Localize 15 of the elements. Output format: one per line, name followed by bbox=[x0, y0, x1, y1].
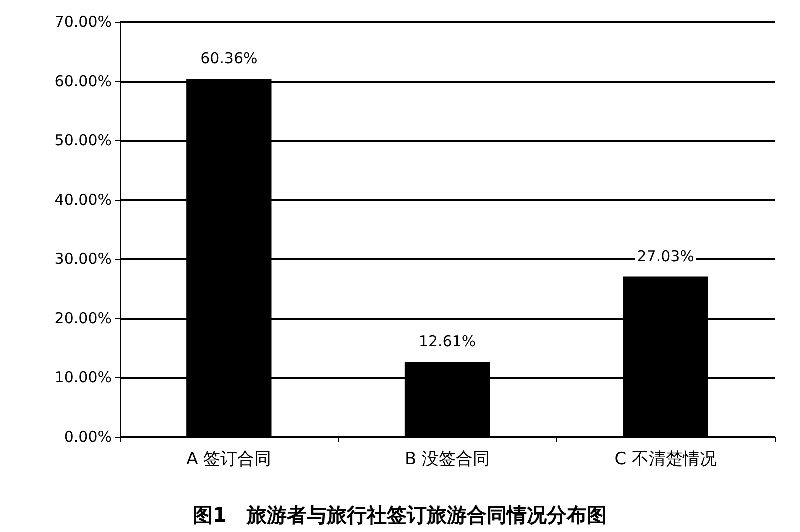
y-tick-label: 50.00% bbox=[54, 132, 112, 150]
data-label: 12.61% bbox=[418, 332, 476, 351]
data-label: 60.36% bbox=[200, 50, 258, 68]
x-tick-label: B 没签合同 bbox=[404, 450, 490, 470]
y-tick-label: 40.00% bbox=[54, 190, 112, 209]
text: 图1 旅游者与旅行社签订旅游合同情况分布图 bbox=[193, 503, 607, 527]
y-tick-label: 0.00% bbox=[64, 428, 112, 446]
y-tick-label: 30.00% bbox=[54, 250, 112, 268]
x-tick-label: C 不清楚情况 bbox=[614, 450, 717, 470]
x-tick-label: A 签订合同 bbox=[186, 450, 272, 470]
y-tick-label: 70.00% bbox=[54, 13, 112, 31]
y-tick-label: 10.00% bbox=[54, 368, 112, 387]
y-tick-label: 20.00% bbox=[54, 309, 112, 328]
y-tick-label: 60.00% bbox=[54, 72, 112, 90]
data-label: 27.03% bbox=[637, 247, 694, 266]
